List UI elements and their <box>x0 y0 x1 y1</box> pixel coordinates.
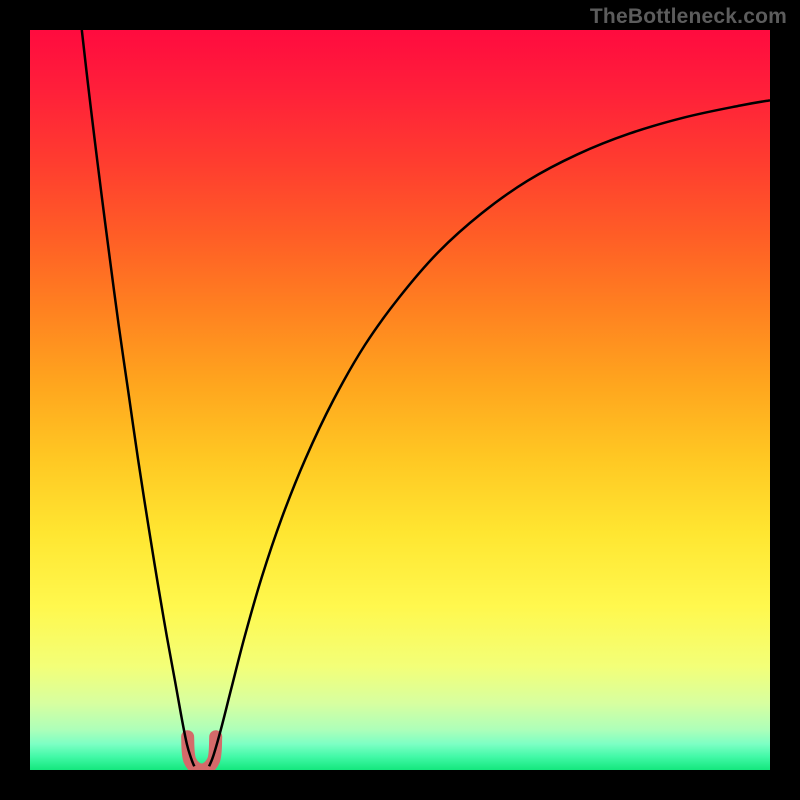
curves-layer <box>30 30 770 770</box>
curve-left-branch <box>82 30 194 766</box>
watermark-text: TheBottleneck.com <box>590 5 787 29</box>
frame-left <box>0 0 30 800</box>
curve-right-branch <box>209 100 770 766</box>
valley-u-marker <box>188 737 216 770</box>
frame-bottom <box>0 770 800 800</box>
frame-right <box>770 0 800 800</box>
chart-stage: TheBottleneck.com <box>0 0 800 800</box>
plot-area <box>30 30 770 770</box>
